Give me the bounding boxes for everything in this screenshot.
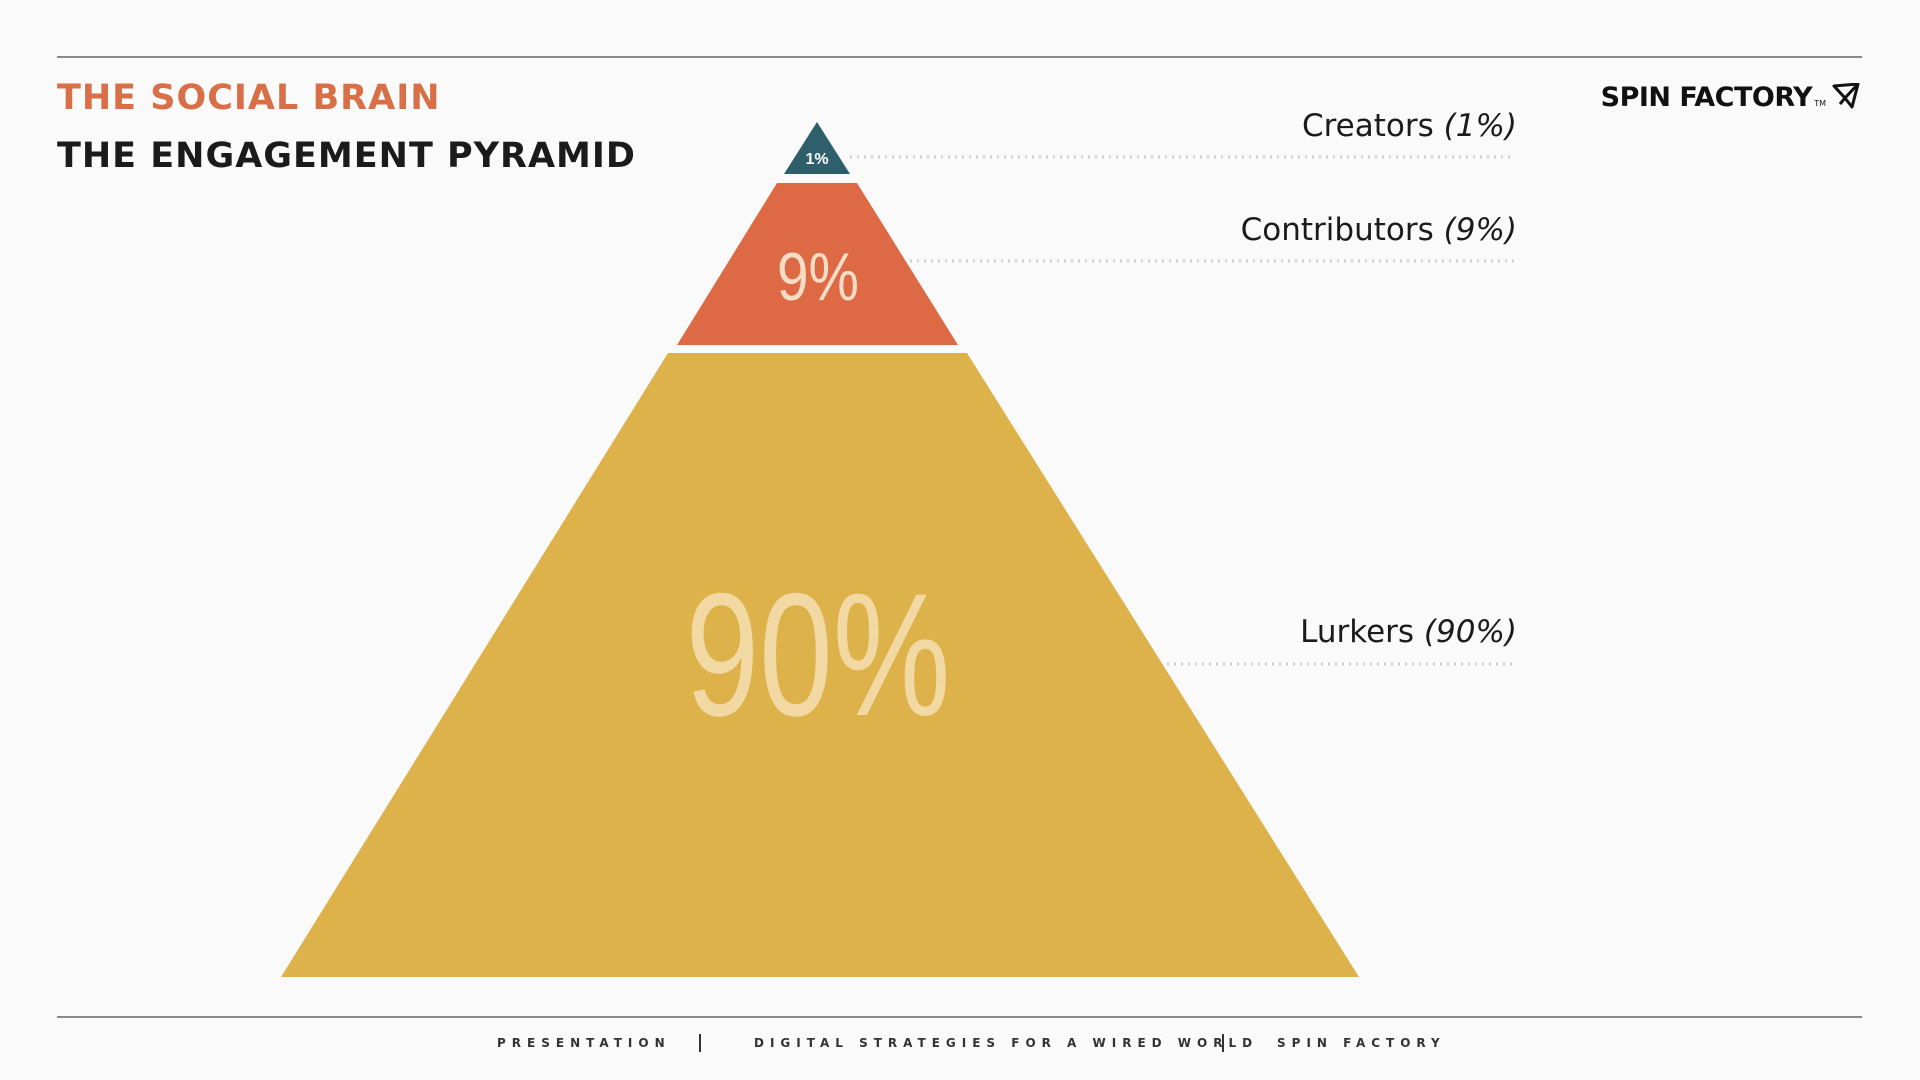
footer-separator — [699, 1034, 701, 1052]
footer-separator — [1222, 1034, 1224, 1052]
brand-logo: SPIN FACTORY TM — [1601, 82, 1860, 113]
legend-lurkers-name: Lurkers — [1300, 614, 1415, 650]
footer-center: DIGITAL STRATEGIES FOR A WIRED WORLD — [754, 1036, 1259, 1050]
tier-label-creators: 1% — [805, 151, 828, 168]
legend-creators-percent: (1%) — [1443, 108, 1517, 144]
slide-title: THE ENGAGEMENT PYRAMID — [57, 136, 636, 176]
legend-creators: Creators (1%) — [1302, 108, 1517, 144]
footer: PRESENTATION DIGITAL STRATEGIES FOR A WI… — [0, 1034, 1920, 1056]
legend-contributors-name: Contributors — [1240, 212, 1434, 248]
pyramid-tier-contributors — [677, 183, 958, 345]
pyramid-tier-lurkers — [281, 353, 1359, 977]
legend-contributors: Contributors (9%) — [1241, 212, 1517, 248]
brand-trademark: TM — [1814, 99, 1826, 108]
footer-left: PRESENTATION — [497, 1036, 671, 1050]
top-rule — [57, 56, 1862, 58]
tier-label-lurkers: 90% — [686, 558, 951, 753]
legend-creators-name: Creators — [1301, 108, 1434, 144]
pyramid-tier-creators — [784, 122, 850, 174]
brand-name: SPIN FACTORY — [1600, 82, 1813, 113]
legend-contributors-percent: (9%) — [1443, 212, 1517, 248]
paper-plane-icon — [1832, 82, 1860, 113]
footer-right: SPIN FACTORY — [1277, 1036, 1446, 1050]
bottom-rule — [57, 1016, 1862, 1018]
tier-label-contributors: 9% — [777, 239, 859, 315]
legend-lurkers: Lurkers (90%) — [1300, 614, 1517, 650]
legend-lurkers-percent: (90%) — [1423, 614, 1517, 650]
section-kicker: THE SOCIAL BRAIN — [57, 78, 441, 118]
